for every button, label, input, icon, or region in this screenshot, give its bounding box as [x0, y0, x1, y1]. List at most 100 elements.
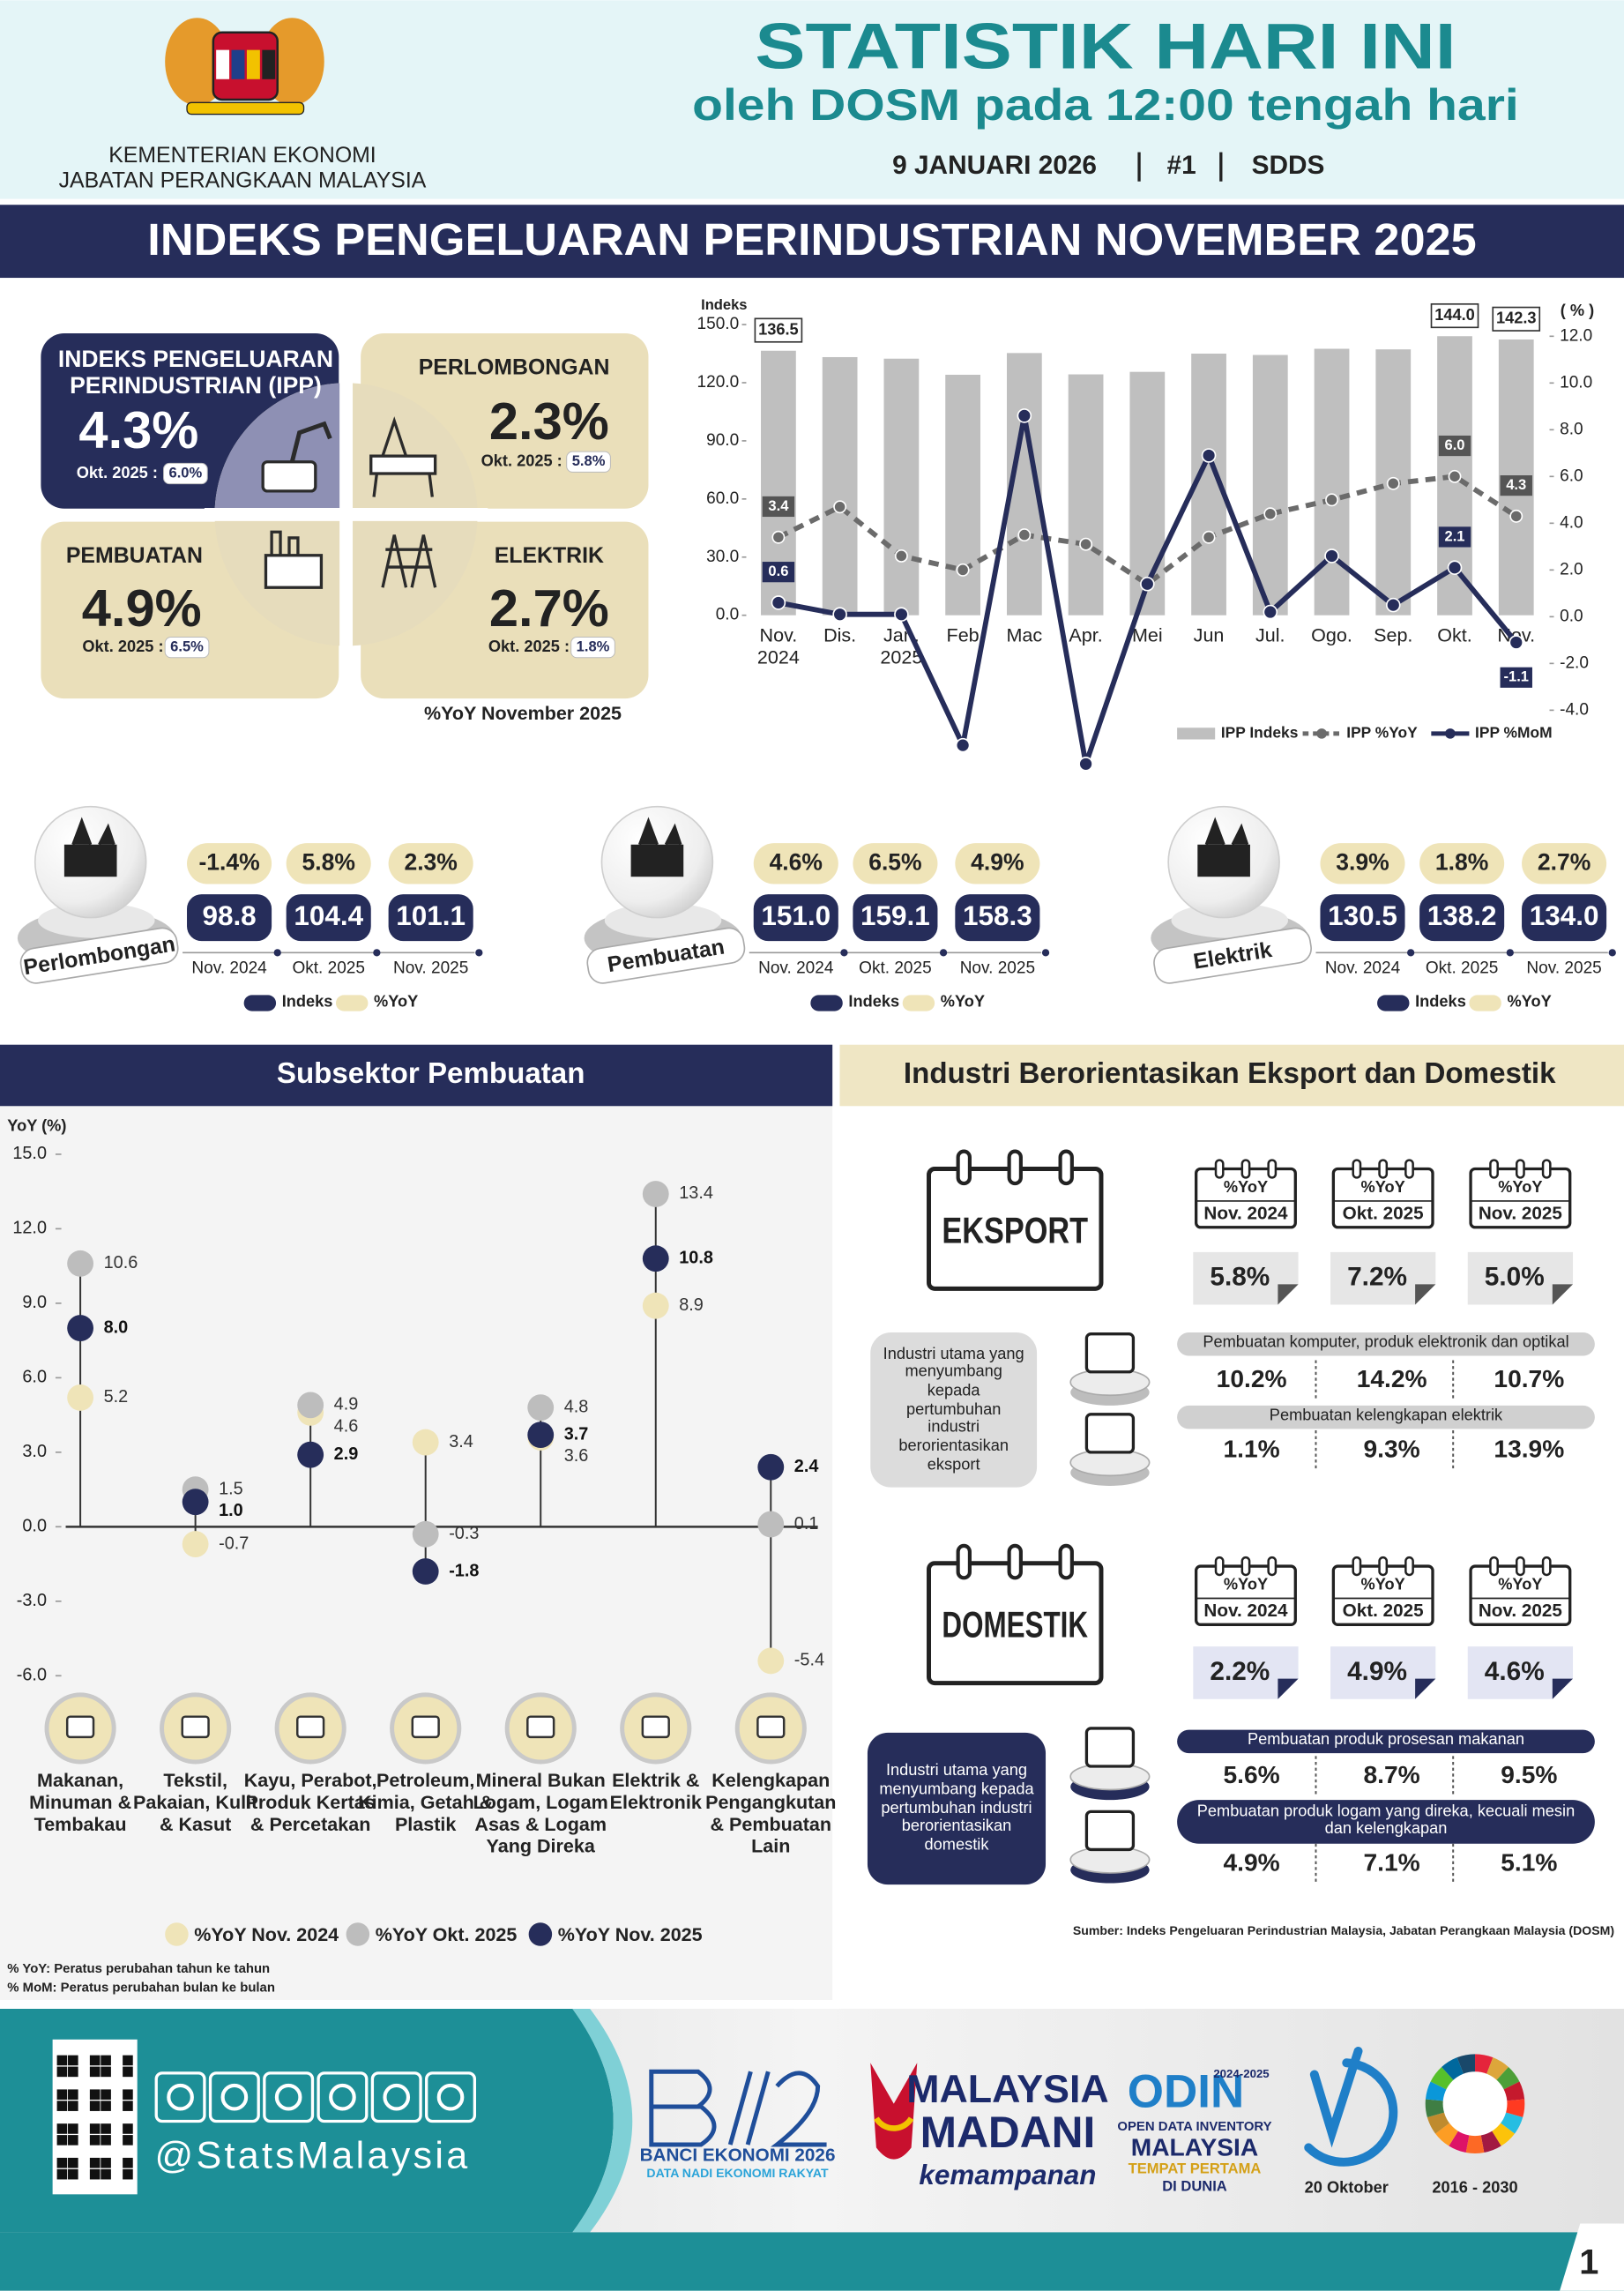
yoy-card	[1330, 1646, 1436, 1699]
point	[1140, 576, 1155, 592]
calendar-ring	[1214, 1159, 1225, 1179]
qr-cell	[101, 2055, 111, 2066]
kpi-label-box: PERLOMBONGAN	[419, 355, 610, 380]
dot	[642, 1245, 669, 1272]
sdg-years: 2016 - 2030	[1432, 2179, 1517, 2197]
y-tick-label: 90.0	[706, 431, 739, 450]
note-card	[867, 1732, 1047, 1885]
industry-icon	[1084, 1413, 1136, 1454]
header-title: STATISTIK HARI INI	[755, 11, 1456, 83]
category-label: Petroleum, Kimia, Getah & Plastik	[358, 1770, 494, 1835]
odin-line: MALAYSIA	[1131, 2133, 1258, 2160]
period-unit: %YoY	[1224, 1178, 1268, 1196]
qr-cell	[101, 2135, 111, 2145]
hari-statistik: 20 Oktober	[1305, 2179, 1389, 2197]
calendar-ring	[956, 1149, 972, 1186]
value-label: -5.4	[794, 1651, 824, 1670]
dot	[757, 1453, 785, 1481]
legend-swatch	[243, 995, 277, 1011]
x-tick-label-box: Okt.	[1437, 625, 1472, 646]
qr-cell	[89, 2168, 101, 2180]
icon-pylon	[381, 534, 437, 588]
kpi-prev-value: 6.5%	[170, 638, 204, 655]
category-label: Mineral Bukan Logam, Logam Asas & Logam …	[473, 1770, 608, 1857]
qr-cell	[56, 2135, 68, 2145]
legend-swatch	[335, 995, 369, 1011]
kpi-prev-label: Okt. 2025 :	[77, 464, 158, 481]
legend-label: %YoY Okt. 2025	[376, 1924, 518, 1945]
x-tick-label: Apr.	[1069, 625, 1103, 646]
point	[1201, 448, 1217, 463]
calendar-ring	[1404, 1556, 1414, 1577]
qr-cell	[89, 2055, 101, 2066]
value-label: 0.6	[768, 563, 788, 579]
industry-pill	[1177, 1800, 1595, 1844]
header-subtitle: oleh DOSM pada 12:00 tengah hari	[692, 80, 1519, 130]
sector-yoy: 4.6%	[770, 848, 823, 875]
category-icon	[641, 1715, 670, 1739]
qr-cell	[89, 2135, 101, 2145]
icon-rig	[369, 454, 437, 475]
point	[1325, 493, 1338, 507]
x-tick-label-box: Sep.	[1374, 625, 1412, 646]
point	[1017, 408, 1032, 423]
dot	[412, 1520, 439, 1548]
qr-cell	[101, 2066, 111, 2078]
value-label: -1.8	[449, 1561, 479, 1580]
x-tick-label: Mei	[1131, 625, 1163, 646]
period-unit: %YoY	[1498, 1575, 1542, 1593]
ministry-line: KEMENTERIAN EKONOMI	[108, 144, 376, 168]
y-tick-label: 12.0	[12, 1219, 47, 1238]
industry-value: 8.7%	[1364, 1761, 1420, 1788]
legend-swatch	[1469, 995, 1501, 1011]
dot	[757, 1511, 785, 1538]
point	[833, 500, 847, 514]
kpi-value: 2.7%	[489, 578, 609, 638]
calendar-ring	[1352, 1159, 1362, 1179]
legend-swatch	[165, 1922, 189, 1946]
x-tick-label: Okt.	[1437, 625, 1472, 646]
crest-stripe	[246, 49, 260, 79]
industry-name: Pembuatan komputer, produk elektronik da…	[1203, 1334, 1569, 1352]
madani-logo	[870, 2063, 918, 2160]
yoy-card	[1467, 1646, 1574, 1699]
dot	[412, 1558, 439, 1585]
bar	[1129, 371, 1166, 616]
qr-cell	[101, 2101, 111, 2111]
sector-period: Okt. 2025	[292, 959, 365, 978]
y2-tick-label: -4.0	[1560, 700, 1589, 719]
qr-cell	[101, 2157, 111, 2168]
value-label: 2.4	[794, 1457, 819, 1476]
bar	[945, 374, 980, 616]
sector-yoy: 6.5%	[868, 848, 921, 875]
calendar-ring	[1352, 1556, 1362, 1577]
category-label: Makanan, Minuman & Tembakau	[29, 1770, 132, 1835]
x-tick-label: Ogo.	[1311, 625, 1352, 646]
value-label-box	[762, 496, 795, 518]
kpi-label: ELEKTRIK	[494, 544, 604, 570]
banci-title: BANCI EKONOMI 2026	[640, 2145, 836, 2166]
dot	[67, 1315, 94, 1341]
value-label: 3.6	[564, 1446, 589, 1466]
period-dot	[475, 949, 483, 957]
crest-ribbon	[186, 101, 305, 116]
calendar-ring	[1240, 1556, 1251, 1577]
legend-swatch	[1177, 728, 1216, 740]
y-tick-label: -3.0	[17, 1591, 47, 1610]
page-corner	[1560, 2223, 1624, 2291]
kpi-prev-pill	[163, 462, 208, 485]
y-tick-label: 60.0	[706, 489, 739, 508]
sector-index: 104.4	[294, 900, 363, 931]
value-label-box	[1492, 306, 1541, 332]
yoy-card-fold	[1552, 1678, 1574, 1699]
bar	[883, 358, 920, 616]
sector-index: 101.1	[396, 900, 466, 931]
bar	[1252, 354, 1288, 616]
value-label: 3.4	[449, 1432, 473, 1451]
kpi-note: %YoY November 2025	[424, 703, 622, 724]
value-label: 4.3	[1506, 476, 1526, 493]
y2-tick-label: 10.0	[1560, 373, 1592, 392]
madani-line: MADANI	[920, 2108, 1096, 2157]
y2-tick-label: 2.0	[1560, 560, 1583, 578]
qr-cell	[56, 2123, 68, 2134]
